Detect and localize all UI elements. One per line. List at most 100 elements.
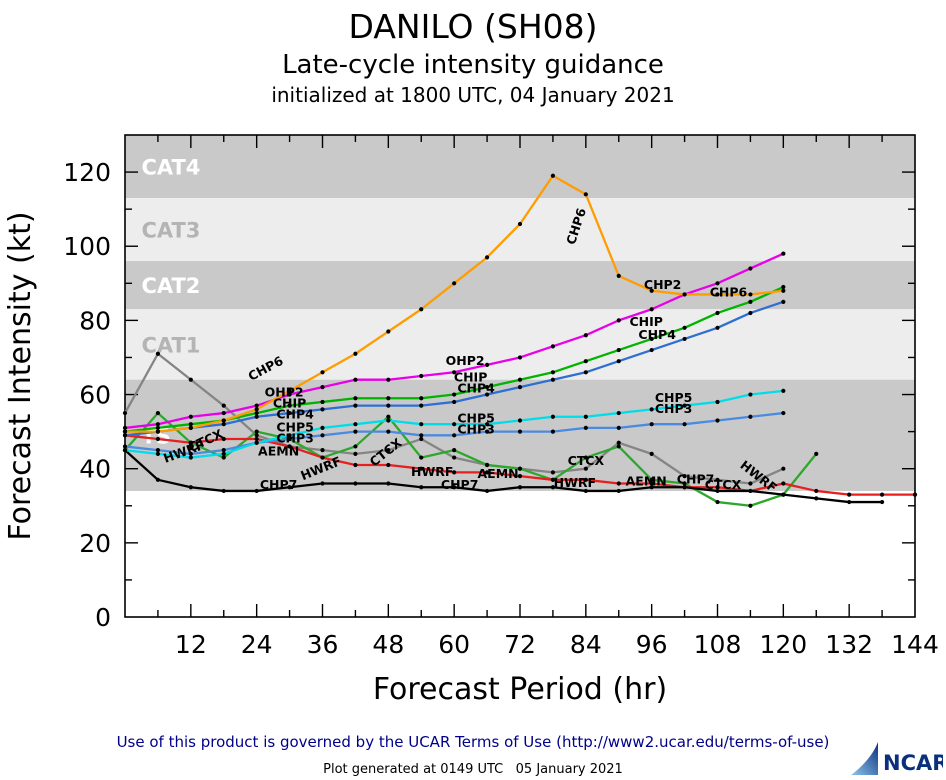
series-marker-chp7 [484, 488, 490, 494]
x-tick-label: 12 [175, 630, 207, 659]
series-marker-chp5 [682, 403, 687, 408]
series-marker-ohp2 [452, 370, 457, 375]
series-marker-chp6 [287, 388, 292, 393]
x-axis-label: Forecast Period (hr) [373, 672, 667, 707]
series-marker-chp7 [221, 488, 226, 494]
series-marker-chp7 [419, 485, 424, 490]
line-label-chip: CHIP [629, 314, 662, 329]
series-marker-ctcx [386, 448, 391, 453]
line-label-chp4: CHP4 [276, 407, 314, 422]
series-marker-hwrf [879, 492, 885, 497]
series-marker-chip [748, 299, 753, 304]
x-tick-label: 48 [372, 630, 404, 659]
series-marker-chp7 [254, 488, 259, 494]
series-marker-hwrf [320, 455, 325, 460]
line-label-ohp2: OHP2 [265, 384, 304, 399]
series-marker-chp7 [188, 485, 193, 490]
series-marker-chp3 [550, 429, 556, 434]
series-marker-chp3 [452, 433, 457, 438]
series-marker-chp7 [353, 481, 358, 486]
series-marker-chp4 [748, 310, 753, 316]
series-marker-chp4 [484, 392, 490, 397]
series-marker-aemn [155, 410, 161, 416]
series-marker-chp4 [583, 370, 588, 375]
line-label-aemn: AEMN [477, 466, 518, 481]
y-tick-label: 20 [79, 529, 111, 558]
series-line-chp7 [124, 449, 883, 504]
series-marker-chip [188, 422, 193, 427]
line-label-chp7: CHP7 [441, 477, 479, 492]
series-marker-chp6 [715, 292, 720, 297]
series-marker-chp6 [517, 221, 523, 227]
series-marker-chp4 [320, 407, 325, 412]
line-label-chp5: CHP5 [276, 420, 314, 435]
series-marker-chp5 [715, 399, 720, 405]
series-marker-chp3 [155, 448, 161, 453]
series-marker-ohp2 [155, 422, 161, 427]
series-marker-ctcx [748, 481, 753, 486]
series-marker-chp6 [781, 288, 786, 293]
x-tick-label: 144 [891, 630, 939, 659]
series-marker-aemn [616, 444, 621, 449]
series-marker-chp7 [682, 485, 687, 490]
series-marker-ctcx [550, 470, 556, 475]
y-tick-label: 0 [95, 603, 111, 632]
series-marker-hwrf [155, 436, 161, 442]
series-marker-chp3 [583, 425, 588, 431]
series-marker-ohp2 [781, 251, 786, 256]
series-marker-chp4 [386, 403, 391, 408]
series-marker-chp5 [616, 410, 621, 416]
x-tick-label: 24 [241, 630, 273, 659]
series-marker-hwrf [847, 492, 852, 497]
series-marker-ctcx [155, 351, 161, 356]
series-marker-chp5 [155, 451, 161, 456]
y-tick-label: 40 [79, 455, 111, 484]
y-tick-label: 80 [79, 306, 111, 335]
series-marker-ohp2 [320, 385, 325, 390]
page-title: DANILO (SH08) [348, 7, 598, 46]
series-marker-ohp2 [386, 377, 391, 382]
series-marker-chip [287, 403, 292, 408]
line-label-chp2: CHP2 [644, 277, 682, 292]
series-marker-chp4 [715, 325, 720, 330]
series-marker-chp6 [353, 351, 358, 356]
series-marker-chp6 [550, 173, 556, 178]
series-marker-ohp2 [484, 362, 490, 367]
series-marker-chip [550, 370, 556, 375]
series-marker-ohp2 [353, 377, 358, 382]
series-marker-ctcx [682, 474, 687, 479]
series-marker-chp3 [419, 433, 424, 438]
band-cat1 [125, 309, 915, 380]
line-label-chp5: CHP5 [655, 390, 693, 405]
series-marker-aemn [484, 462, 490, 468]
series-marker-aemn [452, 448, 457, 453]
series-marker-chip [583, 359, 588, 364]
series-marker-hwrf [583, 477, 588, 482]
series-marker-chp4 [287, 410, 292, 416]
series-marker-ohp2 [419, 373, 424, 379]
series-marker-hwrf [386, 462, 391, 468]
series-marker-chp6 [583, 192, 588, 197]
series-marker-ctcx [419, 436, 424, 442]
series-marker-chp3 [649, 422, 654, 427]
series-marker-chip [715, 310, 720, 316]
series-marker-chp6 [155, 429, 161, 434]
band-label-cat3: CAT3 [141, 219, 200, 243]
series-marker-chp4 [419, 403, 424, 408]
series-marker-chp5 [386, 418, 391, 423]
series-marker-chp4 [649, 347, 654, 353]
series-marker-chp5 [419, 422, 424, 427]
series-marker-hwrf [452, 470, 457, 475]
series-marker-ohp2 [550, 344, 556, 349]
series-marker-chip [649, 336, 654, 342]
series-marker-chp6 [649, 288, 654, 293]
x-tick-label: 96 [636, 630, 668, 659]
series-marker-chp3 [781, 410, 786, 416]
series-marker-ctcx [715, 477, 720, 482]
series-marker-hwrf [419, 466, 424, 471]
series-marker-chp6 [221, 418, 226, 423]
series-marker-chp3 [287, 436, 292, 442]
band-label-cat2: CAT2 [141, 274, 200, 298]
series-marker-chp7 [715, 488, 720, 494]
series-marker-ohp2 [616, 318, 621, 323]
